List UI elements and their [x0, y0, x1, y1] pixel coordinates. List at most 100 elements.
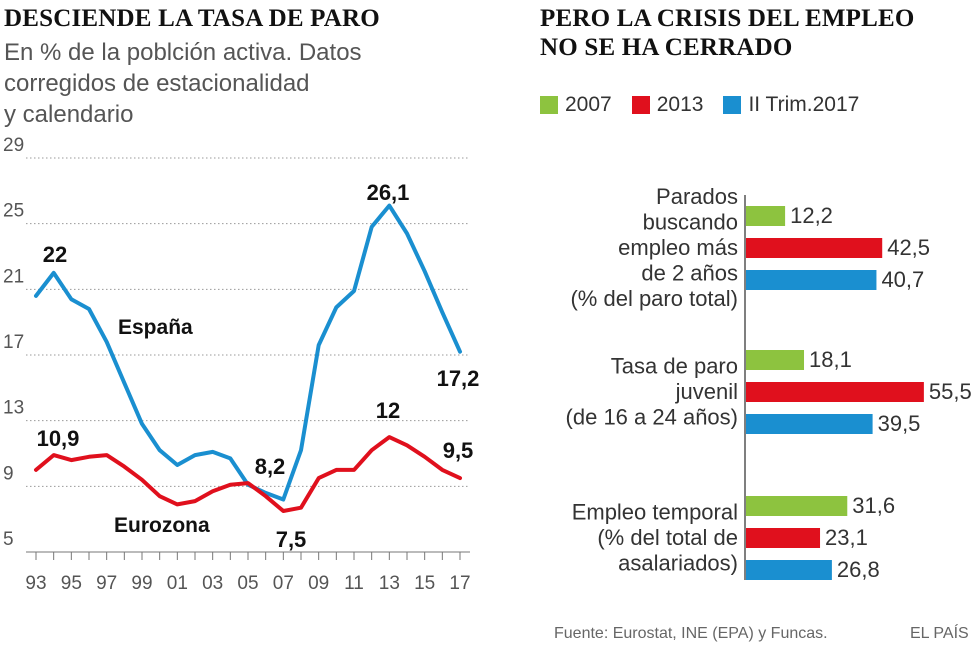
bar-value-group1-2007: 12,2 [790, 203, 833, 228]
source-note: Fuente: Eurostat, INE (EPA) y Funcas. [554, 625, 828, 642]
point-espana-2012 [370, 225, 374, 229]
category-label-group3-line2: (% del total de [597, 525, 738, 550]
point-eurozona-1998 [122, 465, 126, 469]
point-eurozona-1995 [69, 458, 73, 462]
point-eurozona-2011 [352, 468, 356, 472]
x-tick-label-13: 13 [379, 573, 400, 594]
legend-item-2017: II Trim.2017 [723, 93, 859, 117]
legend-item-2013: 2013 [631, 93, 704, 117]
y-tick-label-17: 17 [3, 332, 24, 353]
bar-value-group3-2013: 23,1 [825, 525, 868, 550]
label-espana-2017: 17,2 [437, 366, 480, 391]
point-espana-2010 [334, 305, 338, 309]
x-tick-label-11: 11 [344, 573, 364, 594]
category-label-group1-line3: empleo más [618, 235, 738, 260]
x-tick-label-97: 97 [96, 573, 117, 594]
bar-value-group3-2017: 26,8 [837, 557, 880, 582]
point-espana-2004 [228, 456, 232, 460]
bar-group2-2013 [746, 382, 924, 402]
y-tick-label-21: 21 [3, 266, 24, 287]
point-espana-2017 [458, 350, 462, 354]
bar-group2-2017 [746, 414, 873, 434]
point-eurozona-1996 [87, 455, 91, 459]
bar-group1-2007 [746, 206, 786, 226]
label-eurozona-1994: 10,9 [37, 426, 80, 451]
bar-group3-2013 [746, 528, 821, 548]
point-eurozona-2002 [193, 499, 197, 503]
legend-swatch-2013 [631, 96, 650, 114]
point-eurozona-2013 [387, 435, 391, 439]
legend-swatch-2017 [723, 96, 742, 114]
right-chart-title-line-1: PERO LA CRISIS DEL EMPLEO [540, 5, 915, 32]
point-eurozona-2014 [405, 443, 409, 447]
label-espana-2013: 26,1 [367, 180, 410, 205]
point-espana-1998 [122, 381, 126, 385]
label-eurozona-2013: 12 [376, 398, 400, 423]
point-espana-2009 [317, 343, 321, 347]
point-eurozona-2005 [246, 481, 250, 485]
label-eurozona-2007: 7,5 [276, 527, 307, 552]
point-espana-2008 [299, 448, 303, 452]
point-eurozona-2003 [211, 489, 215, 493]
bar-value-group2-2017: 39,5 [878, 411, 921, 436]
left-chart-subtitle-line-2: corregidos de estacionalidad [4, 70, 310, 97]
category-label-group1-line5: (% del paro total) [570, 286, 738, 311]
point-espana-2011 [352, 289, 356, 293]
category-label-group2-line3: (de 16 a 24 años) [566, 405, 738, 430]
point-espana-2015 [423, 269, 427, 273]
y-tick-label-5: 5 [3, 529, 14, 550]
series-label-eurozona: Eurozona [114, 514, 210, 537]
y-tick-label-13: 13 [3, 398, 24, 419]
bar-group3-2007 [746, 496, 848, 516]
y-tick-label-9: 9 [3, 463, 14, 484]
x-tick-label-09: 09 [308, 573, 329, 594]
bar-group3-2017 [746, 560, 832, 580]
point-eurozona-2012 [370, 448, 374, 452]
bar-group1-2017 [746, 270, 877, 290]
point-espana-2000 [158, 448, 162, 452]
label-espana-2007: 8,2 [255, 454, 286, 479]
point-espana-2016 [440, 310, 444, 314]
label-eurozona-2017: 9,5 [443, 438, 474, 463]
point-espana-1994 [52, 271, 56, 275]
point-espana-1996 [87, 307, 91, 311]
point-eurozona-1999 [140, 478, 144, 482]
point-eurozona-2010 [334, 468, 338, 472]
bar-value-group2-2013: 55,5 [929, 379, 972, 404]
x-tick-label-01: 01 [167, 573, 188, 594]
left-chart-title: DESCIENDE LA TASA DE PARO [4, 5, 380, 32]
point-eurozona-2004 [228, 483, 232, 487]
point-espana-2002 [193, 453, 197, 457]
point-espana-2003 [211, 450, 215, 454]
point-espana-1995 [69, 297, 73, 301]
bar-group1-2013 [746, 238, 883, 258]
category-label-group1-line1: Parados [656, 184, 738, 209]
x-tick-label-99: 99 [131, 573, 152, 594]
y-tick-label-25: 25 [3, 201, 24, 222]
category-label-group2-line1: Tasa de paro [611, 354, 738, 379]
label-espana-1994: 22 [43, 242, 67, 267]
x-tick-label-95: 95 [61, 573, 82, 594]
series-label-espana: España [118, 316, 193, 339]
point-eurozona-1997 [105, 453, 109, 457]
x-tick-label-07: 07 [273, 573, 294, 594]
category-label-group1-line2: buscando [643, 210, 738, 235]
legend-item-2007: 2007 [540, 93, 612, 117]
point-eurozona-2006 [264, 494, 268, 498]
point-espana-1997 [105, 340, 109, 344]
legend-label-2013: 2013 [656, 93, 704, 116]
category-label-group2-line2: juvenil [675, 379, 738, 404]
point-eurozona-1993 [34, 468, 38, 472]
y-tick-label-29: 29 [3, 135, 24, 156]
x-tick-label-05: 05 [237, 573, 258, 594]
point-eurozona-2000 [158, 494, 162, 498]
bar-value-group1-2017: 40,7 [881, 267, 924, 292]
point-eurozona-2007 [281, 509, 285, 513]
category-label-group3-line3: asalariados) [618, 551, 738, 576]
point-espana-2007 [281, 497, 285, 501]
point-eurozona-2015 [423, 455, 427, 459]
bar-value-group2-2007: 18,1 [809, 347, 852, 372]
line-series-eurozona [34, 435, 462, 513]
x-tick-label-15: 15 [414, 573, 435, 594]
point-espana-2014 [405, 232, 409, 236]
